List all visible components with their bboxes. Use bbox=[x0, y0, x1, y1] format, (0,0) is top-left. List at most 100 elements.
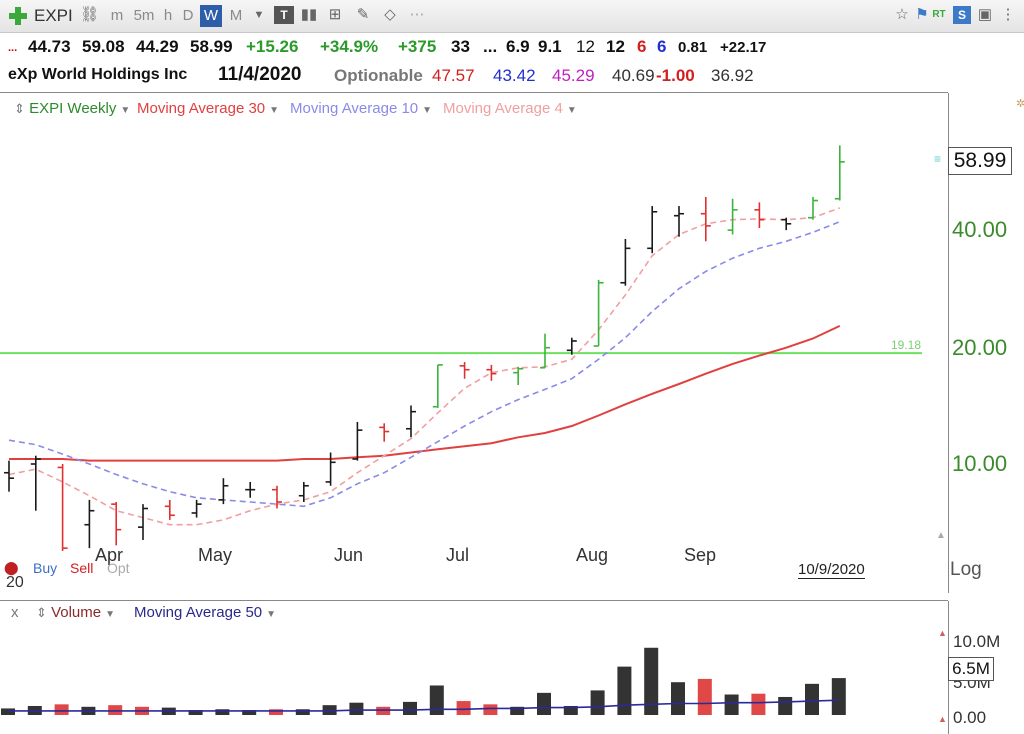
volume-bar bbox=[697, 678, 712, 715]
period-m[interactable]: m bbox=[110, 7, 124, 24]
legend-volume[interactable]: ⇕ Volume ▼ bbox=[36, 604, 116, 621]
close-volume-pane[interactable]: x bbox=[11, 604, 19, 621]
eraser-icon[interactable]: ◇ bbox=[384, 6, 396, 23]
quote-row-2: eXp World Holdings Inc 11/4/2020 Optiona… bbox=[0, 63, 1024, 89]
legend-ma4[interactable]: Moving Average 4 ▼ bbox=[443, 100, 577, 117]
legend-ma4-label: Moving Average 4 bbox=[443, 100, 563, 117]
x-axis-apr: Apr bbox=[95, 545, 124, 565]
quote-v5: 9.1 bbox=[538, 37, 562, 56]
volume-bar bbox=[215, 709, 230, 715]
quote-v3: ... bbox=[483, 37, 498, 56]
current-volume-tag: 6.5M bbox=[948, 657, 994, 681]
volume-bar bbox=[805, 683, 819, 715]
quote2-v1: 47.57 bbox=[432, 66, 475, 85]
volume-bar bbox=[295, 709, 310, 715]
x-axis-aug: Aug bbox=[576, 545, 609, 565]
period-h[interactable]: h bbox=[163, 7, 173, 24]
legend-ma10[interactable]: Moving Average 10 ▼ bbox=[290, 100, 433, 117]
quote-v7: 12 bbox=[606, 37, 625, 56]
share-icon[interactable]: ⋯ bbox=[409, 6, 425, 23]
opt-button[interactable]: Opt bbox=[107, 560, 130, 576]
price-axis-label-40: 40.00 bbox=[952, 217, 1008, 242]
quote-date: 11/4/2020 bbox=[218, 64, 302, 85]
pin-icon[interactable]: ⚑ bbox=[915, 6, 929, 23]
legend-series[interactable]: ⇕ EXPI Weekly ▼ bbox=[14, 100, 131, 117]
legend-volume-label: Volume bbox=[51, 604, 102, 621]
scroll-up-icon[interactable]: ▲ bbox=[936, 530, 946, 541]
quote-row-1: ... 44.73 59.08 44.29 58.99 +15.26 +34.9… bbox=[0, 34, 1024, 60]
volume-bar bbox=[1, 708, 15, 715]
quote2-v4: 40.69 bbox=[612, 66, 655, 85]
quote-open: 44.73 bbox=[28, 37, 71, 56]
scale-label[interactable]: Log bbox=[950, 559, 982, 580]
quote-prefix: ... bbox=[8, 42, 18, 54]
quote2-v3: 45.29 bbox=[552, 66, 595, 85]
symbol-label[interactable]: EXPI bbox=[34, 6, 73, 25]
quote-v8: 6 bbox=[637, 37, 647, 56]
quote-v9: 6 bbox=[657, 37, 667, 56]
year-label: 20 bbox=[6, 574, 24, 591]
price-chart[interactable]: 19.18 bbox=[0, 120, 948, 570]
price-axis[interactable] bbox=[948, 93, 1024, 593]
period-d[interactable]: D bbox=[182, 7, 194, 24]
volume-bar bbox=[188, 710, 203, 715]
horizontal-line-label: 19.18 bbox=[891, 338, 921, 352]
company-name: eXp World Holdings Inc bbox=[8, 66, 188, 83]
quote-close: 58.99 bbox=[190, 37, 233, 56]
volume-bar bbox=[269, 709, 283, 715]
add-study-icon[interactable]: ⊞ bbox=[328, 6, 342, 23]
save-icon[interactable]: ▣ bbox=[977, 6, 993, 23]
x-axis-jun: Jun bbox=[334, 545, 364, 565]
trade-icon[interactable]: ⬤ bbox=[4, 560, 19, 575]
quote-v10: 0.81 bbox=[678, 39, 708, 56]
volume-bar bbox=[563, 705, 578, 715]
quote2-v5: -1.00 bbox=[656, 66, 695, 85]
volume-bar bbox=[376, 706, 391, 715]
sell-button[interactable]: Sell bbox=[70, 560, 94, 576]
price-axis-label-10: 10.00 bbox=[952, 451, 1008, 476]
volume-axis-label-0: 0.00 bbox=[953, 708, 987, 727]
period-month[interactable]: M bbox=[229, 7, 243, 24]
volume-bar bbox=[510, 706, 525, 715]
volume-bar bbox=[537, 692, 551, 715]
bar-style-icon[interactable]: ▮▮ bbox=[300, 6, 318, 23]
period-w[interactable]: W bbox=[200, 5, 222, 27]
current-price-tag: 58.99 bbox=[948, 147, 1012, 175]
buy-button[interactable]: Buy bbox=[33, 560, 58, 576]
volume-chart[interactable] bbox=[0, 620, 948, 730]
volume-bar bbox=[644, 647, 659, 715]
toolbar: EXPI ⛓ m 5m h D W M ▼ T ▮▮ ⊞ ✎ ◇ ⋯ ☆ ⚑ R… bbox=[0, 0, 1024, 33]
volume-bar bbox=[617, 666, 632, 715]
period-5m[interactable]: 5m bbox=[133, 7, 155, 24]
volume-bar bbox=[831, 678, 846, 715]
pencil-icon[interactable]: ✎ bbox=[356, 6, 370, 23]
settings-icon[interactable]: ⋮ bbox=[1000, 6, 1016, 23]
quote2-v6: 36.92 bbox=[711, 66, 754, 85]
legend-volume-ma50[interactable]: Moving Average 50 ▼ bbox=[134, 604, 277, 621]
settings-small-icon[interactable]: ✲ bbox=[1016, 98, 1024, 110]
volume-scroll-icon[interactable]: ▲ bbox=[938, 628, 947, 638]
star-icon[interactable]: ☆ bbox=[895, 6, 909, 23]
volume-bar bbox=[54, 704, 69, 715]
link-icon[interactable]: ⛓ bbox=[80, 6, 100, 23]
text-tool-icon[interactable]: T bbox=[274, 6, 294, 24]
volume-bar bbox=[671, 682, 685, 715]
volume-scroll-down-icon[interactable]: ▲ bbox=[938, 714, 947, 724]
quote2-v2: 43.42 bbox=[493, 66, 536, 85]
legend-ma10-label: Moving Average 10 bbox=[290, 100, 419, 117]
volume-bar bbox=[349, 702, 364, 715]
quote-v6: 12 bbox=[576, 37, 595, 56]
cursor-date: 10/9/2020 bbox=[798, 561, 865, 579]
rt-label[interactable]: RT bbox=[932, 9, 946, 20]
legend-ma30[interactable]: Moving Average 30 ▼ bbox=[137, 100, 280, 117]
volume-bar bbox=[724, 694, 739, 715]
chevron-down-icon[interactable]: ▼ bbox=[253, 9, 265, 21]
volume-bar bbox=[242, 710, 257, 715]
volume-bar bbox=[751, 693, 766, 715]
quote-v2: 33 bbox=[451, 37, 470, 56]
ma10-line bbox=[8, 220, 841, 508]
price-pointer-icon: ≡ bbox=[934, 152, 942, 166]
s-icon[interactable]: S bbox=[953, 6, 971, 24]
add-symbol-icon[interactable] bbox=[8, 6, 28, 26]
volume-ma50-line bbox=[8, 699, 839, 712]
